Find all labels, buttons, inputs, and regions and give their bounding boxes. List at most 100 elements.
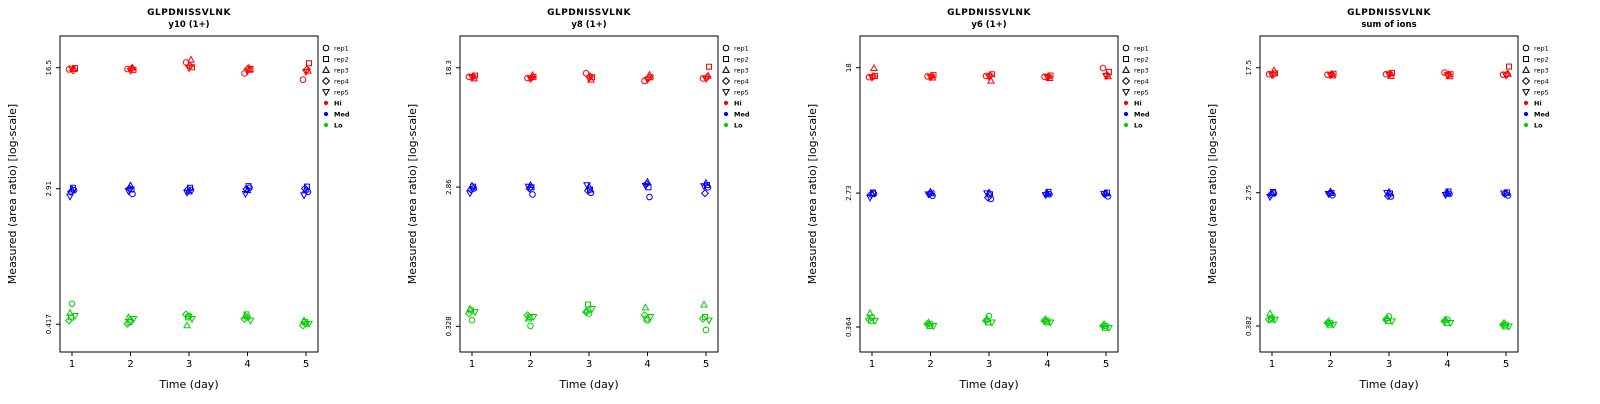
data-point-hi-rep1-day4 — [1041, 73, 1048, 81]
data-point-lo-rep1-day5 — [1502, 321, 1510, 328]
data-point-lo-rep2-day3 — [585, 301, 591, 308]
x-tick-label: 2 — [1327, 359, 1333, 370]
legend-dot-hi — [1123, 100, 1129, 106]
data-point-med-rep5-day2 — [924, 191, 933, 199]
legend-label-med: Med — [334, 111, 350, 119]
data-point-lo-rep5-day2 — [1329, 321, 1338, 329]
data-point-lo-rep5-day2 — [529, 313, 538, 322]
y-tick-label: 18.3 — [445, 60, 453, 76]
data-point-lo-rep4-day1 — [64, 316, 74, 325]
panel-y10-1-: GLPDNISSVLNK y10 (1+) Measured (area ratio… — [0, 0, 400, 400]
data-point-lo-rep5-day2 — [129, 316, 138, 324]
data-point-hi-rep2-day5 — [306, 60, 312, 67]
diamond-legend-icon — [1121, 76, 1131, 86]
y-tick-label: 17.5 — [1245, 60, 1253, 76]
data-point-hi-rep1-day3 — [982, 72, 990, 80]
x-tick-label: 1 — [69, 359, 75, 370]
data-point-lo-rep1-day2 — [527, 322, 534, 330]
triangle-down-legend-icon — [322, 89, 330, 97]
data-point-hi-rep5-day4 — [1443, 72, 1452, 80]
legend-label-rep4: rep4 — [1134, 78, 1149, 86]
legend-dot-med — [1523, 111, 1529, 117]
x-axis-label: Time (day) — [558, 378, 618, 391]
legend-label-lo: Lo — [1134, 122, 1143, 130]
x-tick-label: 1 — [1269, 359, 1275, 370]
legend-label-rep2: rep2 — [1534, 56, 1549, 64]
legend-dot-lo — [1523, 122, 1529, 128]
data-point-hi-rep1-day1 — [465, 73, 473, 81]
data-point-hi-rep3-day1 — [470, 74, 478, 82]
circle-legend-icon — [322, 44, 330, 52]
data-point-lo-rep4-day2 — [123, 319, 132, 328]
data-point-med-rep1-day3 — [987, 195, 995, 203]
y-tick-label: 0.364 — [845, 316, 853, 337]
triangle-down-legend-icon — [1122, 89, 1130, 97]
square-legend-icon — [1123, 56, 1129, 62]
data-point-lo-rep4-day3 — [181, 310, 191, 319]
data-point-med-rep5-day3 — [983, 190, 991, 198]
triangle-legend-icon — [322, 65, 330, 73]
legend-dot-med — [323, 111, 329, 117]
y-tick-label: 18 — [845, 63, 853, 72]
data-point-hi-rep5-day2 — [526, 75, 535, 84]
square-legend-icon — [1523, 56, 1529, 62]
data-point-lo-rep1-day5 — [702, 326, 710, 334]
data-point-lo-rep5-day4 — [646, 313, 655, 322]
data-point-med-rep5-day5 — [700, 183, 708, 191]
data-point-lo-rep5-day5 — [305, 320, 313, 328]
legend-label-rep5: rep5 — [1534, 89, 1549, 97]
legend-label-lo: Lo — [734, 122, 743, 130]
legend-label-rep3: rep3 — [734, 67, 749, 75]
legend-label-med: Med — [734, 111, 750, 119]
data-point-lo-rep5-day5 — [1105, 324, 1113, 332]
data-point-hi-rep5-day1 — [68, 65, 76, 73]
panel-sum-of-ions: GLPDNISSVLNK sum of ions Measured (area ra… — [1200, 0, 1600, 400]
legend-label-rep2: rep2 — [1134, 56, 1149, 64]
legend: rep1 rep2 rep3 rep4 rep5 Hi Med Lo — [1121, 45, 1150, 130]
panel-title: GLPDNISSVLNK — [1347, 8, 1431, 18]
legend-dot-lo — [323, 122, 329, 128]
square-legend-icon — [323, 56, 329, 62]
data-point-med-rep5-day1 — [66, 193, 74, 201]
panel-subtitle: y8 (1+) — [571, 20, 606, 30]
y-axis-label: Measured (area ratio) [log-scale] — [1206, 104, 1219, 284]
legend-label-rep4: rep4 — [1534, 78, 1549, 86]
data-point-med-rep5-day3 — [183, 189, 191, 197]
data-point-lo-rep5-day1 — [71, 312, 79, 321]
data-point-hi-rep5-day3 — [1385, 71, 1393, 79]
data-point-hi-rep1-day2 — [924, 73, 931, 80]
circle-legend-icon — [1522, 44, 1530, 52]
data-point-hi-rep5-day1 — [1268, 72, 1276, 80]
x-tick-label: 1 — [869, 359, 875, 370]
data-point-hi-rep5-day5 — [1102, 73, 1110, 81]
data-point-lo-rep5-day5 — [1505, 323, 1513, 331]
x-tick-label: 3 — [1386, 359, 1392, 370]
data-point-hi-rep3-day1 — [870, 63, 878, 71]
data-point-med-rep2-day5 — [304, 183, 310, 190]
data-point-med-rep3-day3 — [185, 187, 193, 195]
legend: rep1 rep2 rep3 rep4 rep5 Hi Med Lo — [1521, 44, 1550, 130]
triangle-legend-icon — [722, 65, 730, 73]
x-axis-label: Time (day) — [958, 378, 1018, 391]
data-point-hi-rep3-day3 — [187, 55, 195, 63]
legend-label-lo: Lo — [334, 122, 343, 130]
diamond-legend-icon — [1521, 76, 1531, 86]
legend-label-rep1: rep1 — [734, 45, 749, 53]
data-point-med-rep5-day2 — [1324, 191, 1333, 199]
data-point-lo-rep1-day1 — [1268, 314, 1276, 322]
legend-label-rep3: rep3 — [334, 67, 349, 75]
x-tick-label: 3 — [986, 359, 992, 370]
data-point-hi-rep3-day3 — [987, 76, 995, 84]
data-point-lo-rep3-day5 — [700, 300, 708, 308]
x-tick-label: 4 — [644, 359, 650, 370]
data-point-lo-rep4-day5 — [298, 321, 308, 330]
data-point-med-rep4-day3 — [983, 193, 993, 202]
data-point-lo-rep3-day4 — [641, 303, 650, 311]
data-point-med-rep5-day1 — [1266, 194, 1274, 202]
triangle-legend-icon — [1122, 65, 1130, 73]
data-point-hi-rep5-day4 — [243, 68, 252, 76]
x-tick-label: 5 — [703, 359, 709, 370]
data-point-med-rep4-day3 — [183, 185, 193, 194]
data-point-med-rep4-day4 — [242, 184, 251, 194]
data-point-lo-rep1-day1 — [868, 314, 876, 321]
